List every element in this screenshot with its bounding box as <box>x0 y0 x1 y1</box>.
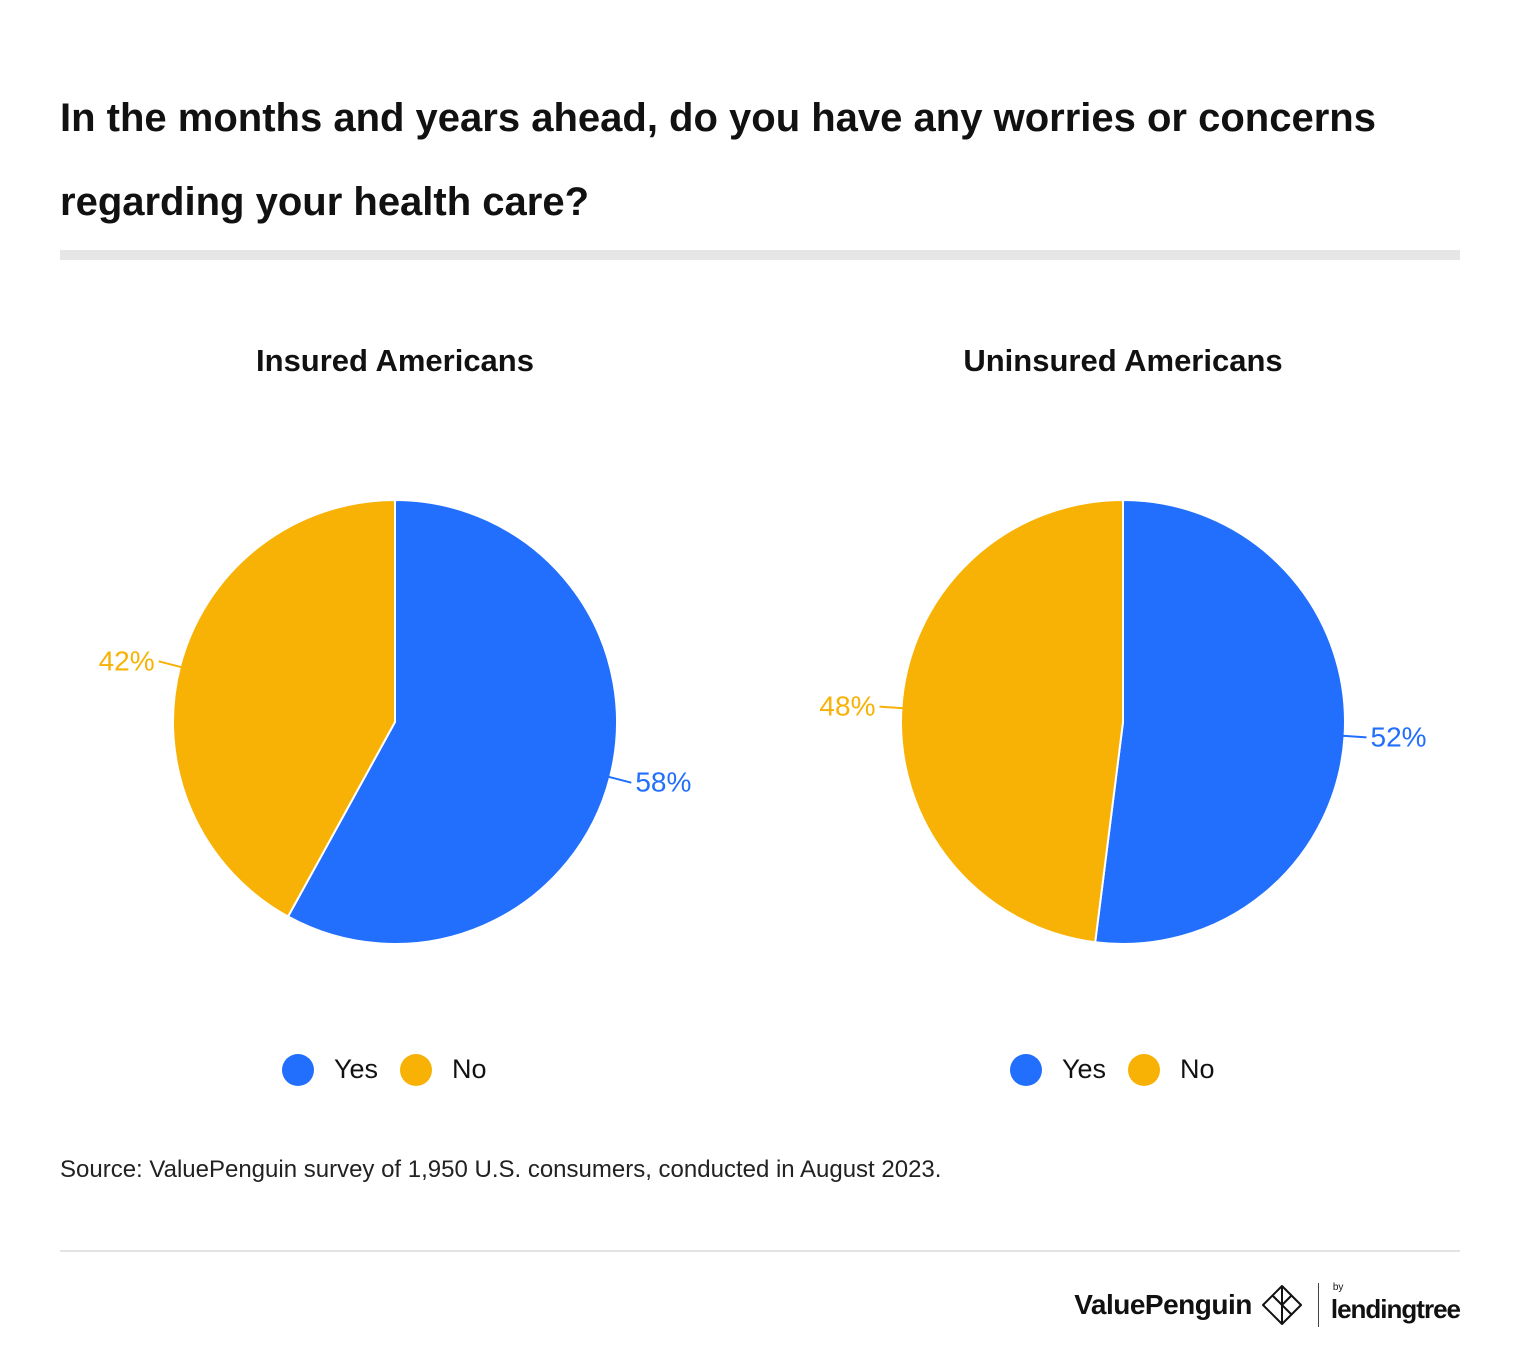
legend-label-yes: Yes <box>1062 1054 1106 1084</box>
legend-swatch-yes <box>282 1054 314 1086</box>
pie-title-insured: Insured Americans <box>256 343 534 378</box>
data-label-insured-no: 42% <box>99 645 155 676</box>
pie-chart-uninsured: Uninsured Americans 52% 48% Yes No <box>819 343 1427 1086</box>
legend-label-yes: Yes <box>334 1054 378 1084</box>
brand-logo-lendingtree: by lendingtree <box>1330 1282 1461 1325</box>
pie-slice-uninsured-yes <box>1094 498 1346 945</box>
pie-title-uninsured: Uninsured Americans <box>963 343 1282 378</box>
legend-swatch-yes <box>1010 1054 1042 1086</box>
leader-line-uninsured-yes <box>1342 734 1367 739</box>
footer-divider <box>60 1250 1460 1252</box>
brand-by-text: by <box>1332 1281 1344 1293</box>
leader-line-uninsured-no <box>879 705 904 710</box>
data-label-uninsured-yes: 52% <box>1371 721 1427 752</box>
legend-swatch-no <box>1128 1054 1160 1086</box>
leader-line-insured-yes <box>607 775 632 784</box>
data-label-uninsured-no: 48% <box>819 691 875 722</box>
legend-label-no: No <box>1180 1054 1215 1084</box>
charts-canvas: Insured Americans 58% 42% Yes No Uninsur… <box>99 343 1427 1086</box>
brand-footer: ValuePenguin by lendingtree <box>1074 1280 1461 1330</box>
brand-divider <box>1317 1283 1319 1327</box>
legend-label-no: No <box>452 1054 487 1084</box>
brand-partner-name: lendingtree <box>1330 1293 1461 1324</box>
legend-uninsured: Yes No <box>1010 1054 1215 1086</box>
pie-slice-uninsured-no <box>900 498 1124 944</box>
source-note: Source: ValuePenguin survey of 1,950 U.S… <box>60 1156 942 1183</box>
brand-logo-valuepenguin: ValuePenguin <box>1074 1289 1252 1320</box>
legend-swatch-no <box>400 1054 432 1086</box>
valuepenguin-mark-icon <box>1261 1285 1302 1325</box>
pie-chart-insured: Insured Americans 58% 42% Yes No <box>99 343 691 1086</box>
legend-insured: Yes No <box>282 1054 487 1086</box>
data-label-insured-yes: 58% <box>635 767 691 798</box>
chart-title: In the months and years ahead, do you ha… <box>60 96 1376 224</box>
leader-line-insured-no <box>158 660 183 669</box>
title-divider <box>60 250 1460 260</box>
